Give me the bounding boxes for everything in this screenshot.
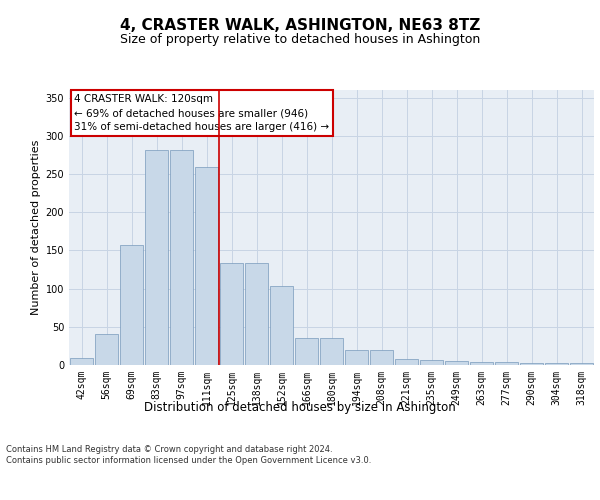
Bar bbox=[170, 150, 193, 365]
Bar bbox=[295, 338, 318, 365]
Text: Distribution of detached houses by size in Ashington: Distribution of detached houses by size … bbox=[144, 401, 456, 414]
Bar bbox=[445, 361, 468, 365]
Text: 4, CRASTER WALK, ASHINGTON, NE63 8TZ: 4, CRASTER WALK, ASHINGTON, NE63 8TZ bbox=[120, 18, 480, 32]
Bar bbox=[95, 334, 118, 365]
Text: 4 CRASTER WALK: 120sqm
← 69% of detached houses are smaller (946)
31% of semi-de: 4 CRASTER WALK: 120sqm ← 69% of detached… bbox=[74, 94, 329, 132]
Bar bbox=[270, 286, 293, 365]
Bar bbox=[245, 264, 268, 365]
Bar bbox=[220, 264, 243, 365]
Bar bbox=[145, 150, 168, 365]
Y-axis label: Number of detached properties: Number of detached properties bbox=[31, 140, 41, 315]
Bar bbox=[70, 358, 93, 365]
Bar bbox=[195, 167, 218, 365]
Bar bbox=[520, 362, 543, 365]
Bar bbox=[545, 364, 568, 365]
Bar bbox=[470, 362, 493, 365]
Bar bbox=[420, 360, 443, 365]
Text: Contains HM Land Registry data © Crown copyright and database right 2024.
Contai: Contains HM Land Registry data © Crown c… bbox=[6, 446, 371, 464]
Bar bbox=[370, 350, 393, 365]
Bar bbox=[495, 362, 518, 365]
Bar bbox=[395, 359, 418, 365]
Bar bbox=[570, 362, 593, 365]
Text: Size of property relative to detached houses in Ashington: Size of property relative to detached ho… bbox=[120, 32, 480, 46]
Bar bbox=[345, 350, 368, 365]
Bar bbox=[120, 245, 143, 365]
Bar bbox=[320, 338, 343, 365]
